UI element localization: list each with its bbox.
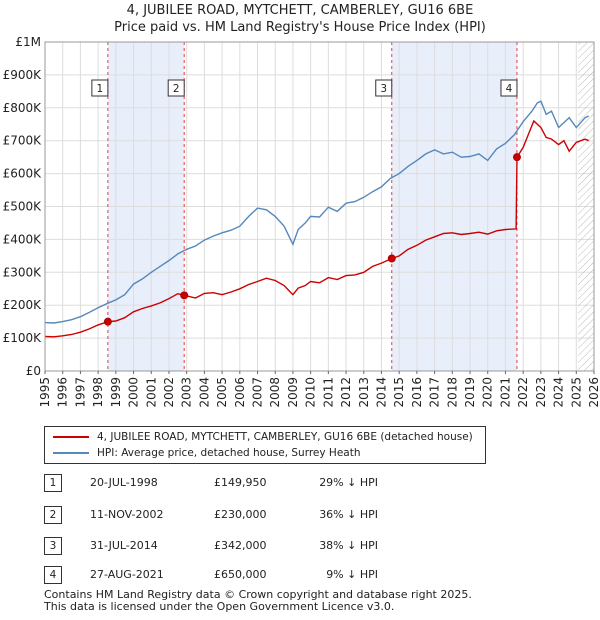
y-tick-label: £500K bbox=[3, 200, 43, 214]
x-tick-label: 1997 bbox=[73, 377, 87, 408]
transaction-marker-label: 2 bbox=[173, 83, 180, 95]
x-tick-label: 1996 bbox=[56, 377, 70, 408]
x-tick-label: 2025 bbox=[569, 377, 583, 408]
x-tick-label: 2011 bbox=[321, 377, 335, 408]
y-tick-label: £400K bbox=[3, 232, 43, 246]
x-tick-label: 2012 bbox=[339, 377, 353, 408]
forecast-hatch bbox=[578, 42, 594, 371]
x-tick-label: 2005 bbox=[215, 377, 229, 408]
x-tick-label: 2008 bbox=[268, 377, 282, 408]
transaction-hpi: 38% ↓ HPI bbox=[319, 539, 378, 552]
plot-frame bbox=[44, 41, 595, 372]
x-tick-label: 2009 bbox=[286, 377, 300, 408]
x-tick-label: 2021 bbox=[498, 377, 512, 408]
x-tick-label: 2006 bbox=[233, 377, 247, 408]
x-tick-label: 2017 bbox=[428, 377, 442, 408]
footer-copyright: Contains HM Land Registry data © Crown c… bbox=[44, 588, 472, 601]
x-tick-label: 2007 bbox=[251, 377, 265, 408]
transaction-point bbox=[103, 317, 112, 326]
transaction-point bbox=[387, 254, 396, 263]
legend-item-hpi: HPI: Average price, detached house, Surr… bbox=[53, 445, 360, 461]
x-tick-label: 2018 bbox=[445, 377, 459, 408]
y-tick-label: £300K bbox=[3, 265, 43, 279]
y-tick-label: £1M bbox=[15, 35, 41, 49]
transaction-marker-label: 3 bbox=[380, 83, 387, 95]
transaction-marker-label: 4 bbox=[506, 83, 513, 95]
transaction-marker-label: 1 bbox=[97, 83, 104, 95]
y-tick-label: £800K bbox=[3, 101, 43, 115]
transaction-badge: 2 bbox=[44, 506, 62, 524]
transaction-marker-badge bbox=[91, 79, 109, 97]
x-tick-label: 2022 bbox=[516, 377, 530, 408]
x-tick-label: 2013 bbox=[357, 377, 371, 408]
transaction-hpi: 29% ↓ HPI bbox=[319, 476, 378, 489]
x-tick-label: 2026 bbox=[587, 377, 600, 408]
transaction-date: 31-JUL-2014 bbox=[90, 539, 158, 552]
y-tick-label: £100K bbox=[3, 331, 43, 345]
x-tick-label: 1999 bbox=[109, 377, 123, 408]
transaction-date: 11-NOV-2002 bbox=[90, 508, 164, 521]
transaction-badge: 3 bbox=[44, 537, 62, 555]
transaction-price: £149,950 bbox=[214, 476, 267, 489]
transaction-badge: 1 bbox=[44, 474, 62, 492]
transaction-hpi: 36% ↓ HPI bbox=[319, 508, 378, 521]
transaction-marker-badge bbox=[375, 79, 393, 97]
footer: Contains HM Land Registry data © Crown c… bbox=[44, 589, 472, 613]
series-line-hpi bbox=[44, 100, 589, 324]
transaction-point bbox=[512, 153, 521, 162]
transaction-point bbox=[180, 291, 189, 300]
x-tick-label: 1998 bbox=[91, 377, 105, 408]
transaction-date: 27-AUG-2021 bbox=[90, 568, 164, 581]
chart-legend: 4, JUBILEE ROAD, MYTCHETT, CAMBERLEY, GU… bbox=[44, 426, 486, 464]
legend-label-hpi: HPI: Average price, detached house, Surr… bbox=[97, 447, 361, 459]
transaction-badge: 4 bbox=[44, 566, 62, 584]
x-tick-label: 2024 bbox=[552, 377, 566, 408]
y-tick-label: £900K bbox=[3, 68, 43, 82]
transaction-price: £230,000 bbox=[214, 508, 267, 521]
x-tick-label: 2002 bbox=[162, 377, 176, 408]
x-tick-label: 2019 bbox=[463, 377, 477, 408]
price-chart: 1 2 3 4 £0 £100K £200K £300K £400K £500K £600K £70… bbox=[3, 35, 600, 408]
chart-title: 4, JUBILEE ROAD, MYTCHETT, CAMBERLEY, GU… bbox=[126, 3, 474, 18]
y-tick-label: £700K bbox=[3, 134, 43, 148]
x-tick-label: 2023 bbox=[534, 377, 548, 408]
x-tick-label: 2001 bbox=[144, 377, 158, 408]
legend-label-property: 4, JUBILEE ROAD, MYTCHETT, CAMBERLEY, GU… bbox=[97, 431, 473, 443]
legend-item-property: 4, JUBILEE ROAD, MYTCHETT, CAMBERLEY, GU… bbox=[53, 429, 473, 445]
x-tick-label: 2020 bbox=[481, 377, 495, 408]
x-tick-label: 2016 bbox=[410, 377, 424, 408]
transaction-hpi: 9% ↓ HPI bbox=[326, 568, 378, 581]
x-tick-label: 2000 bbox=[127, 377, 141, 408]
x-tick-label: 2010 bbox=[304, 377, 318, 408]
chart-subtitle: Price paid vs. HM Land Registry's House … bbox=[114, 20, 486, 35]
y-tick-label: £0 bbox=[26, 364, 41, 378]
transaction-marker-badge bbox=[500, 79, 518, 97]
y-tick-label: £200K bbox=[3, 298, 43, 312]
transaction-price: £342,000 bbox=[214, 539, 267, 552]
legend-swatch-hpi bbox=[53, 452, 89, 454]
x-tick-label: 2015 bbox=[392, 377, 406, 408]
transaction-price: £650,000 bbox=[214, 568, 267, 581]
transaction-date: 20-JUL-1998 bbox=[90, 476, 158, 489]
x-tick-label: 2014 bbox=[374, 377, 388, 408]
legend-swatch-property bbox=[53, 436, 89, 438]
x-tick-label: 1995 bbox=[38, 377, 52, 408]
y-tick-label: £600K bbox=[3, 167, 43, 181]
x-tick-label: 2003 bbox=[180, 377, 194, 408]
x-tick-label: 2004 bbox=[197, 377, 211, 408]
transaction-marker-badge bbox=[167, 79, 185, 97]
series-line-property bbox=[44, 119, 589, 338]
footer-licence: This data is licensed under the Open Gov… bbox=[44, 600, 395, 613]
